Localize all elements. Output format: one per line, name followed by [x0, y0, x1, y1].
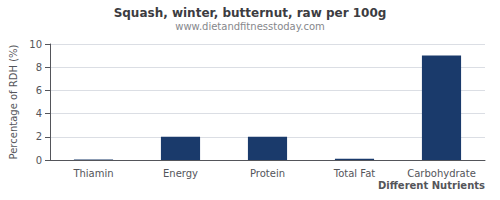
svg-text:Thiamin: Thiamin	[72, 168, 113, 179]
svg-text:10: 10	[29, 39, 42, 50]
svg-text:Squash, winter, butternut, raw: Squash, winter, butternut, raw per 100g	[114, 6, 387, 20]
svg-text:Different Nutrients: Different Nutrients	[378, 180, 485, 191]
svg-text:Carbohydrate: Carbohydrate	[407, 168, 476, 179]
svg-text:Protein: Protein	[250, 168, 285, 179]
svg-text:8: 8	[36, 62, 42, 73]
svg-text:6: 6	[36, 85, 42, 96]
svg-text:Total Fat: Total Fat	[333, 168, 375, 179]
svg-text:www.dietandfitnesstoday.com: www.dietandfitnesstoday.com	[175, 21, 324, 32]
svg-text:Percentage of RDH (%): Percentage of RDH (%)	[8, 44, 19, 159]
svg-text:Energy: Energy	[163, 168, 198, 179]
svg-text:0: 0	[36, 155, 42, 166]
svg-text:2: 2	[36, 131, 42, 142]
svg-text:4: 4	[36, 108, 42, 119]
